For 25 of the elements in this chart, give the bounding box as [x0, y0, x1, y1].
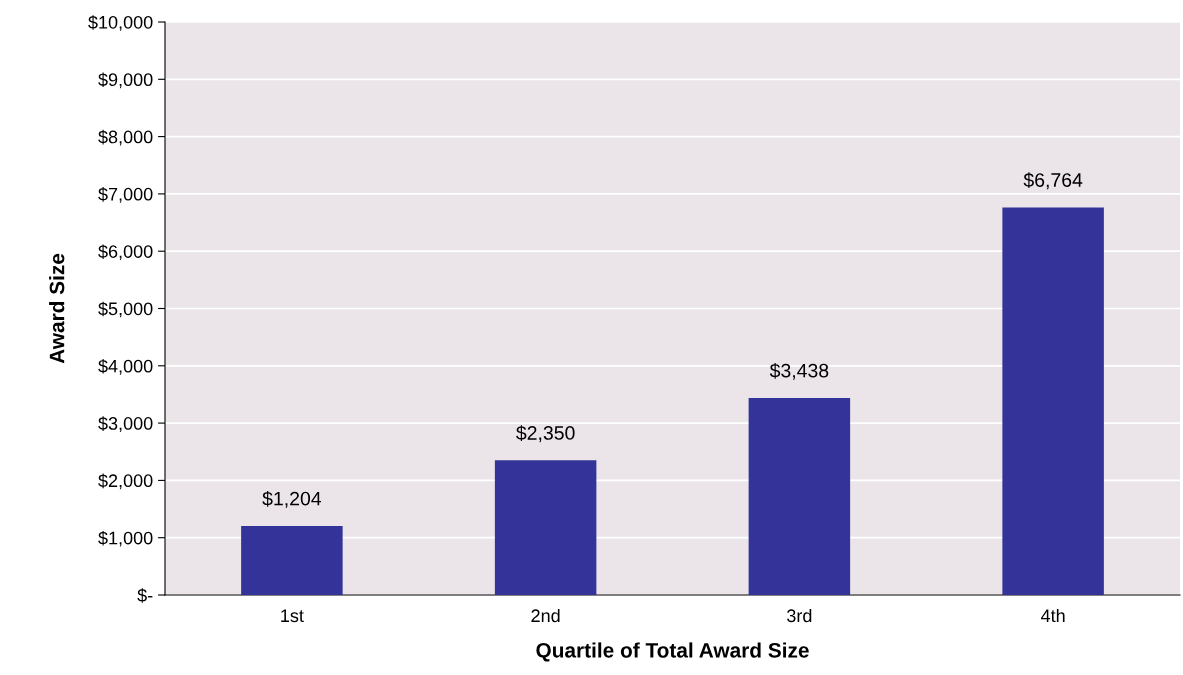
y-tick-label: $9,000	[98, 72, 153, 89]
bar	[494, 460, 597, 595]
y-tick-label: $7,000	[98, 187, 153, 203]
y-tick-label: $10,000	[88, 15, 153, 31]
data-label: $6,764	[1023, 172, 1083, 190]
y-tick-label: $3,000	[98, 416, 153, 432]
y-tick-label: $8,000	[98, 129, 153, 146]
x-tick-label: 1st	[281, 609, 304, 623]
x-tick-label: 2nd	[531, 608, 560, 623]
data-label: $2,350	[516, 425, 575, 443]
y-tick-label: $5,000	[98, 301, 153, 318]
data-label: $1,204	[262, 490, 322, 508]
x-axis-title: Quartile of Total Award Size	[536, 642, 809, 662]
x-tick-label: 4th	[1040, 608, 1065, 623]
bar	[1002, 207, 1104, 595]
y-tick-label: $2,000	[98, 473, 153, 490]
y-tick-label: $6,000	[98, 244, 153, 261]
bar	[241, 526, 343, 595]
data-label: $3,438	[769, 362, 829, 380]
x-tick-label: 3rd	[787, 608, 812, 623]
y-tick-label: $4,000	[98, 358, 153, 375]
bar	[748, 398, 851, 595]
y-tick-label: $-	[137, 588, 153, 603]
y-axis-title: Award Size	[49, 253, 65, 364]
y-tick-label: $1,000	[98, 530, 153, 547]
